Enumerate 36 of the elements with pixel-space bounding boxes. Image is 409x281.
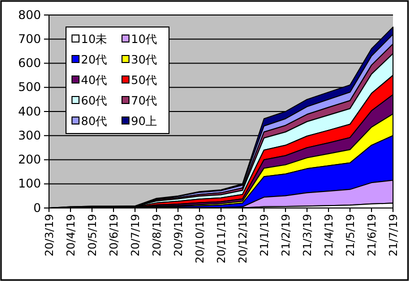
x-tick-label: 20/12/19: [236, 214, 250, 264]
legend-label: 90上: [131, 114, 158, 128]
legend-label: 10未: [81, 32, 108, 46]
x-tick-label: 20/11/19: [214, 214, 228, 264]
y-tick-label: 500: [18, 80, 41, 94]
x-tick-label: 21/2/19: [279, 214, 292, 256]
x-tick-label: 20/5/19: [86, 214, 99, 256]
y-tick-label: 400: [18, 104, 41, 118]
x-tick-label: 20/10/19: [193, 214, 206, 264]
x-tick-label: 20/4/19: [64, 214, 78, 256]
x-tick-label: 20/7/19: [128, 214, 142, 256]
x-tick-label: 20/8/19: [150, 214, 164, 256]
x-tick-label: 21/5/19: [344, 214, 357, 256]
y-tick-label: 300: [18, 128, 41, 142]
legend-label: 80代: [81, 114, 108, 128]
legend-label: 10代: [131, 32, 158, 46]
x-tick-label: 21/4/19: [322, 214, 336, 256]
x-tick-label: 21/7/19: [386, 214, 400, 256]
x-tick-label: 21/3/19: [300, 214, 314, 256]
y-tick-label: 200: [18, 152, 41, 167]
y-tick-label: 100: [18, 176, 41, 191]
legend-label: 30代: [131, 52, 158, 66]
y-tick-label: 0: [33, 200, 41, 215]
x-tick-label: 21/1/19: [258, 214, 271, 256]
x-tick-label: 20/6/19: [107, 214, 120, 256]
y-tick-label: 600: [18, 56, 41, 70]
legend-label: 50代: [131, 73, 158, 87]
x-tick-label: 20/3/19: [42, 214, 56, 256]
legend-label: 40代: [81, 73, 108, 87]
legend-label: 20代: [81, 52, 108, 66]
y-tick-label: 800: [18, 8, 41, 22]
x-tick-label: 21/6/19: [365, 214, 378, 256]
legend-label: 70代: [131, 94, 158, 108]
y-tick-label: 700: [18, 32, 41, 46]
legend-label: 60代: [81, 94, 108, 108]
x-tick-label: 20/9/19: [172, 214, 185, 256]
